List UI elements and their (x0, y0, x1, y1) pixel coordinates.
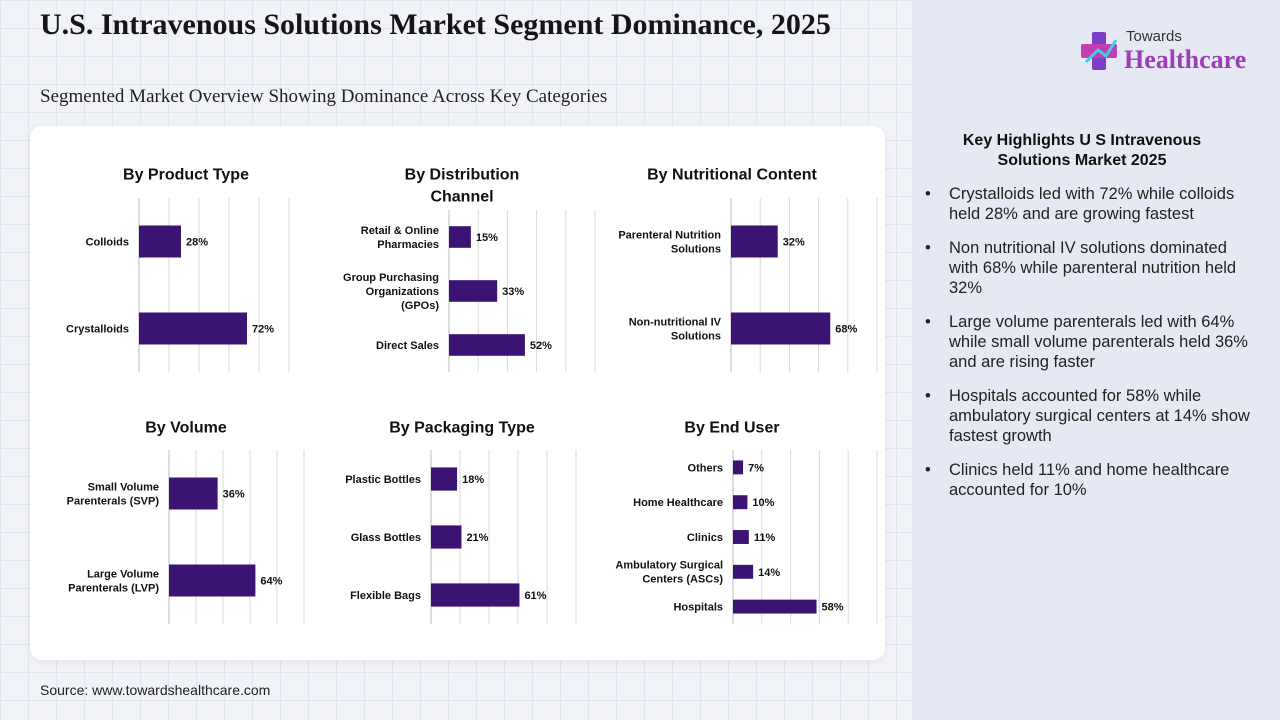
value-label: 64% (260, 576, 282, 588)
bar (431, 525, 462, 549)
value-label: 28% (186, 237, 208, 249)
chart-title: By Distribution Channel (405, 167, 520, 206)
value-label: 11% (754, 532, 776, 544)
charts-card: By Product Type Colloids 28% Crystalloids 72… (30, 126, 885, 660)
chart-title: By End User (684, 420, 779, 437)
logo-text-big: Healthcare (1124, 45, 1247, 74)
bar (139, 225, 181, 258)
bar (449, 280, 498, 302)
charts-svg: By Product Type Colloids 28% Crystalloids 72… (66, 167, 878, 624)
value-label: 58% (822, 602, 844, 614)
value-label: 15% (476, 232, 498, 244)
page-subtitle: Segmented Market Overview Showing Domina… (40, 86, 608, 107)
highlights-title: Key Highlights U S Intravenous Solutions… (962, 132, 1202, 169)
value-label: 21% (466, 532, 488, 544)
category-label: Plastic Bottles (345, 474, 421, 486)
category-label: Others (688, 462, 723, 474)
cross-logo-icon (1081, 32, 1118, 70)
value-label: 18% (462, 474, 484, 486)
highlights-list: Crystalloids led with 72% while colloids… (925, 184, 1255, 514)
category-label: Home Healthcare (633, 497, 723, 509)
category-label: Group Purchasing Organizations (GPOs) (343, 272, 439, 312)
bar (449, 226, 471, 248)
category-label: Large Volume Parenterals (LVP) (68, 568, 159, 594)
bar (169, 477, 218, 510)
value-label: 32% (783, 237, 805, 249)
category-label: Parenteral Nutrition Solutions (618, 229, 721, 255)
bar (731, 312, 831, 345)
chart-title: By Nutritional Content (647, 167, 817, 184)
bar (449, 334, 525, 356)
bar (733, 495, 748, 510)
bar (169, 564, 256, 597)
chart-title: By Product Type (123, 167, 249, 184)
category-label: Ambulatory Surgical Centers (ASCs) (615, 560, 723, 586)
value-label: 52% (530, 340, 552, 352)
chart-title: By Volume (145, 420, 227, 437)
value-label: 10% (752, 497, 774, 509)
category-label: Colloids (86, 236, 129, 248)
bar (733, 530, 749, 544)
highlight-item: Crystalloids led with 72% while colloids… (925, 184, 1255, 224)
category-label: Direct Sales (376, 340, 439, 352)
category-label: Hospitals (673, 601, 723, 613)
category-label: Crystalloids (66, 323, 129, 335)
category-label: Retail & Online Pharmacies (361, 225, 439, 251)
category-label: Small Volume Parenterals (SVP) (67, 481, 160, 507)
bar (733, 599, 817, 614)
category-label: Clinics (687, 532, 723, 544)
logo-text-small: Towards (1126, 28, 1182, 45)
highlight-item: Large volume parenterals led with 64% wh… (925, 312, 1255, 372)
value-label: 68% (835, 324, 857, 336)
bar (431, 467, 458, 491)
value-label: 61% (524, 590, 546, 602)
value-label: 72% (252, 324, 274, 336)
chart-title: By Packaging Type (389, 420, 535, 437)
bar (731, 225, 778, 258)
value-label: 33% (502, 286, 524, 298)
category-label: Non-nutritional IV Solutions (629, 316, 722, 342)
highlight-item: Hospitals accounted for 58% while ambula… (925, 386, 1255, 446)
bar (431, 583, 520, 607)
value-label: 7% (748, 462, 764, 474)
category-label: Glass Bottles (351, 532, 421, 544)
highlight-item: Non nutritional IV solutions dominated w… (925, 238, 1255, 298)
source-note: Source: www.towardshealthcare.com (40, 682, 271, 698)
value-label: 36% (223, 489, 245, 501)
category-label: Flexible Bags (350, 590, 421, 602)
page-title: U.S. Intravenous Solutions Market Segmen… (40, 8, 831, 41)
brand-logo: Towards Healthcare (1080, 28, 1260, 78)
bar (733, 564, 754, 579)
highlight-item: Clinics held 11% and home healthcare acc… (925, 460, 1255, 500)
bar (733, 460, 744, 475)
bar (139, 312, 247, 345)
value-label: 14% (758, 567, 780, 579)
